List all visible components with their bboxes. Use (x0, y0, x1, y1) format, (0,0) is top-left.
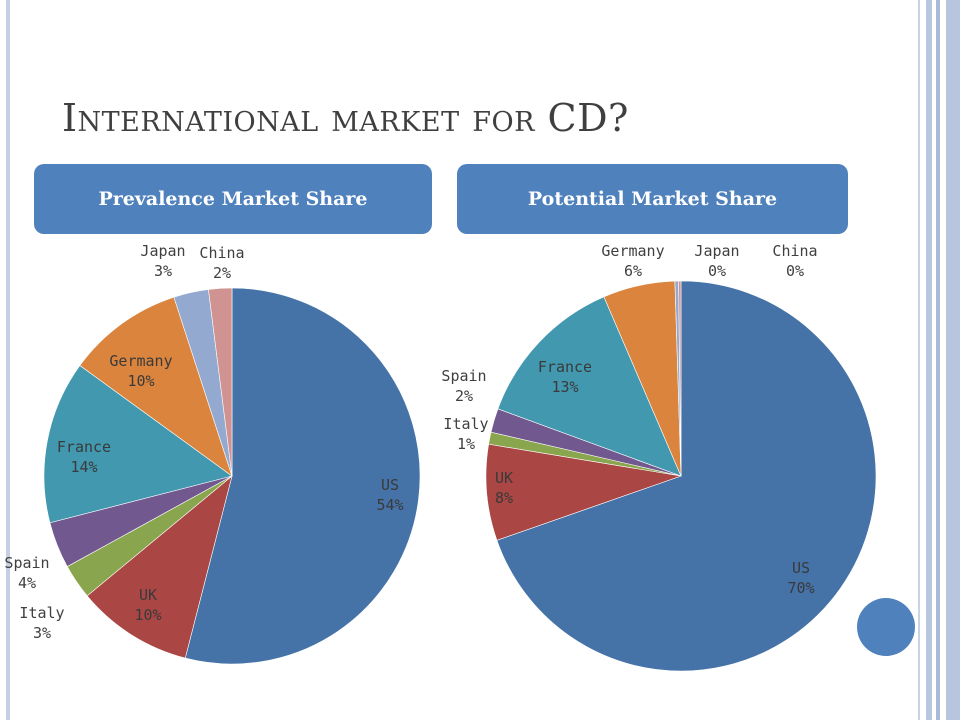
pie-slice-us (496, 280, 877, 672)
pie-slice-us (184, 287, 421, 665)
data-label-us: US 70% (787, 559, 814, 597)
pie-slice-france (43, 365, 233, 524)
data-label-germany: Germany 6% (601, 242, 664, 280)
slide-frame-right-stripe (946, 0, 960, 720)
data-label-france: France 14% (57, 438, 111, 476)
slide-title: International market for CD? (62, 96, 629, 140)
slide-frame-left (6, 0, 10, 720)
data-label-spain: Spain 2% (441, 367, 486, 405)
data-label-germany: Germany 10% (109, 352, 172, 390)
data-label-italy: Italy 3% (19, 604, 64, 642)
pie-slice-france (497, 296, 682, 477)
data-label-uk: UK 10% (134, 586, 161, 624)
pie-slice-china (678, 280, 682, 477)
prevalence-chart-title: Prevalence Market Share (34, 164, 432, 234)
data-label-italy: Italy 1% (443, 415, 488, 453)
potential-chart-title: Potential Market Share (457, 164, 848, 234)
pie-slice-china (208, 287, 233, 477)
data-label-china: China 0% (772, 242, 817, 280)
slide-frame-right-gap (940, 0, 942, 720)
decorative-circle (857, 598, 915, 656)
pie-slice-uk (86, 475, 233, 659)
slide-frame-right-stripe (936, 0, 942, 720)
data-label-japan: Japan 3% (140, 242, 185, 280)
data-label-spain: Spain 4% (4, 554, 49, 592)
data-label-china: China 2% (199, 244, 244, 282)
data-label-france: France 13% (538, 358, 592, 396)
data-label-us: US 54% (376, 476, 403, 514)
slide-frame-right-stripe (926, 0, 932, 720)
slide-frame-right-stripe (918, 0, 920, 720)
data-label-japan: Japan 0% (694, 242, 739, 280)
data-label-uk: UK 8% (495, 469, 513, 507)
pie-slice-germany (79, 296, 233, 477)
